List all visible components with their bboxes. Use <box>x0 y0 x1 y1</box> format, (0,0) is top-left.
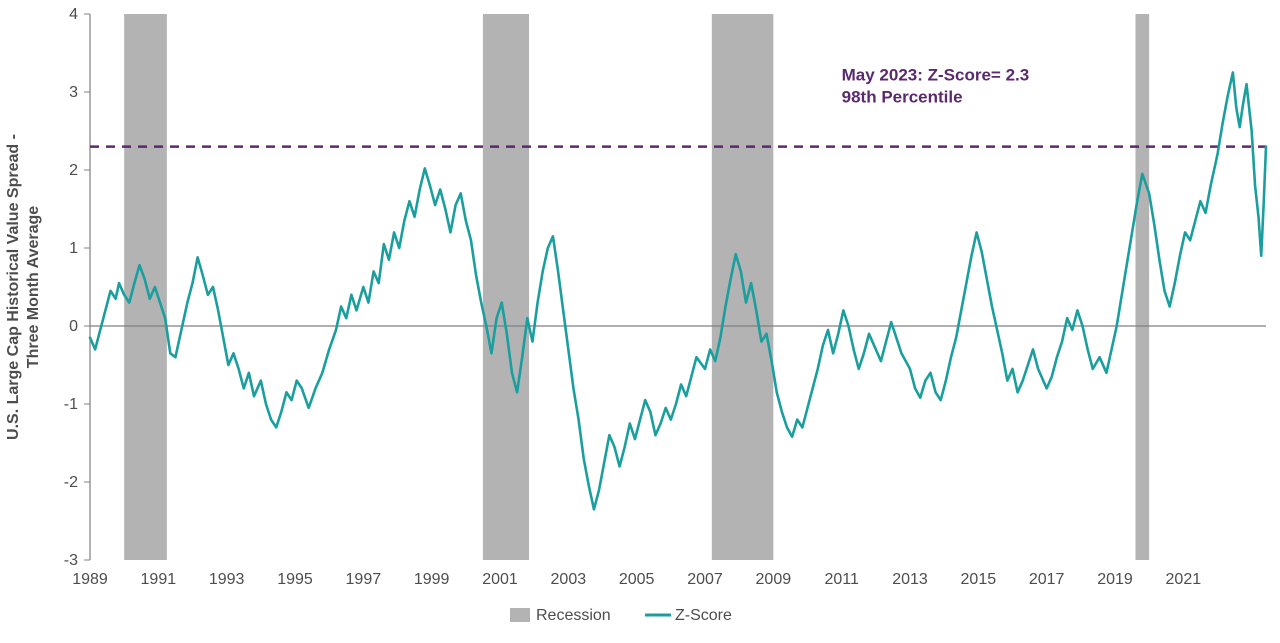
annotation-line2: 98th Percentile <box>842 87 963 106</box>
x-tick-label: 2019 <box>1097 571 1133 588</box>
x-tick-label: 2015 <box>961 571 997 588</box>
y-tick-label: 3 <box>69 84 78 101</box>
y-tick-label: -3 <box>64 552 78 569</box>
y-tick-label: 2 <box>69 162 78 179</box>
y-tick-label: -2 <box>64 474 78 491</box>
legend-label: Z-Score <box>675 607 732 624</box>
svg-text:Three Month Average: Three Month Average <box>25 206 42 369</box>
value-spread-chart: -3 -2 -1 0 1 2 3 4 1989 1991 1993 1995 1997 1999 2001 2… <box>0 0 1280 643</box>
x-tick-label: 1991 <box>141 571 177 588</box>
x-tick-label: 2017 <box>1029 571 1065 588</box>
x-tick-label: 1995 <box>277 571 313 588</box>
x-tick-label: 2013 <box>892 571 928 588</box>
x-tick-label: 1997 <box>346 571 382 588</box>
x-tick-label: 2021 <box>1166 571 1202 588</box>
x-tick-label: 2011 <box>824 571 859 588</box>
svg-text:U.S. Large Cap Historical Valu: U.S. Large Cap Historical Value Spread - <box>5 134 22 440</box>
y-tick-label: 4 <box>69 6 78 23</box>
x-tick-label: 1993 <box>209 571 245 588</box>
y-tick-label: 0 <box>69 318 78 335</box>
chart-svg: -3 -2 -1 0 1 2 3 4 1989 1991 1993 1995 1997 1999 2001 2… <box>0 0 1280 643</box>
x-tick-label: 2001 <box>482 571 518 588</box>
x-tick-label: 2007 <box>687 571 723 588</box>
annotation-line1: May 2023: Z-Score= 2.3 <box>842 65 1030 84</box>
x-tick-label: 2003 <box>551 571 587 588</box>
y-tick-label: -1 <box>64 396 78 413</box>
legend-label: Recession <box>536 607 611 624</box>
x-tick-label: 2009 <box>756 571 792 588</box>
x-tick-label: 2005 <box>619 571 655 588</box>
y-tick-label: 1 <box>69 240 78 257</box>
x-tick-label: 1999 <box>414 571 450 588</box>
x-tick-label: 1989 <box>72 571 108 588</box>
